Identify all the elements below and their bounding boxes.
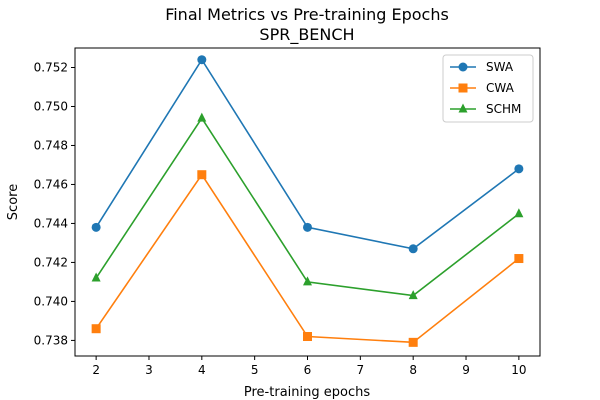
y-tick-label: 0.752: [34, 60, 68, 74]
legend-marker-swa: [458, 62, 468, 72]
data-point-swa: [91, 222, 101, 232]
data-point-schm: [197, 112, 207, 122]
x-tick-label: 10: [511, 363, 526, 377]
chart-title: Final Metrics vs Pre-training Epochs: [165, 5, 449, 24]
data-point-cwa: [303, 332, 312, 342]
legend-marker-cwa: [458, 83, 468, 93]
x-tick-label: 6: [304, 363, 312, 377]
legend-label-schm: SCHM: [486, 102, 521, 116]
x-axis: 2 3 4 5 6 7 8 9 10: [92, 356, 527, 377]
data-point-schm: [514, 208, 524, 218]
legend-box: [442, 54, 534, 123]
y-tick-label: 0.748: [34, 138, 68, 152]
legend-label-swa: SWA: [486, 60, 514, 74]
y-tick-label: 0.746: [34, 177, 68, 191]
data-point-cwa: [408, 337, 418, 347]
data-point-schm: [408, 290, 418, 300]
y-axis-label: Score: [6, 184, 21, 220]
y-tick-label: 0.740: [34, 294, 68, 308]
y-tick-label: 0.738: [34, 333, 68, 347]
series-schm: [91, 112, 524, 300]
legend: SWA CWA SCHM: [442, 54, 534, 123]
data-point-swa: [303, 222, 312, 232]
series-cwa: [91, 170, 524, 347]
data-point-schm: [303, 276, 312, 286]
legend-marker-schm: [458, 103, 468, 113]
series-line-cwa: [95, 173, 520, 344]
x-tick-label: 3: [145, 363, 153, 377]
x-tick-label: 4: [198, 363, 206, 377]
x-tick-label: 8: [409, 363, 417, 377]
series-swa: [91, 55, 524, 254]
y-tick-label: 0.742: [34, 255, 68, 269]
x-tick-label: 9: [462, 363, 470, 377]
x-axis-label: Pre-training epochs: [244, 385, 370, 400]
legend-label-cwa: CWA: [486, 81, 515, 95]
x-tick-label: 2: [92, 363, 100, 377]
data-point-swa: [514, 164, 524, 174]
y-axis: 0.738 0.740 0.742 0.744 0.746 0.748 0.750 0.752: [34, 60, 75, 347]
data-point-cwa: [197, 170, 207, 180]
data-point-swa: [408, 244, 418, 254]
data-point-swa: [197, 55, 207, 65]
chart-subtitle: SPR_BENCH: [259, 25, 354, 45]
x-tick-label: 5: [251, 363, 259, 377]
y-tick-label: 0.744: [34, 216, 68, 230]
data-point-schm: [91, 272, 101, 282]
data-point-cwa: [91, 324, 101, 334]
series-layer: [91, 55, 524, 347]
data-point-cwa: [514, 254, 524, 264]
series-line-schm: [95, 116, 520, 297]
x-tick-label: 7: [357, 363, 365, 377]
y-tick-label: 0.750: [34, 99, 68, 113]
